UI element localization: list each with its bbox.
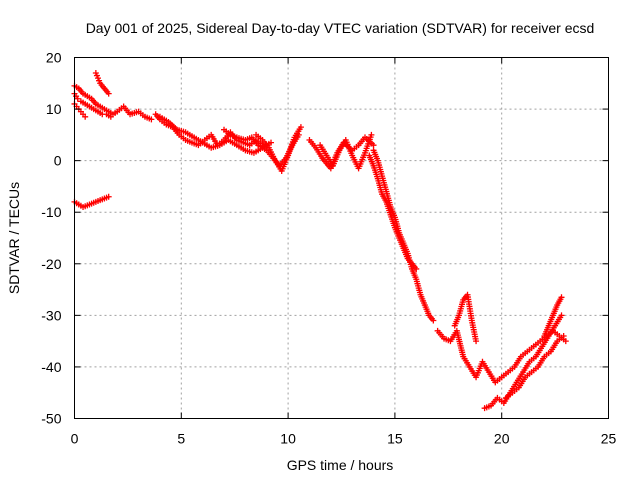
series-s11 bbox=[317, 131, 375, 172]
series-s5 bbox=[71, 193, 112, 211]
series-s12 bbox=[370, 147, 437, 324]
series-s18 bbox=[502, 332, 567, 401]
series-s8 bbox=[221, 126, 302, 169]
data-point bbox=[473, 338, 480, 345]
data-point bbox=[430, 317, 437, 324]
data-point bbox=[558, 312, 565, 319]
data-point bbox=[148, 116, 155, 123]
y-tick-label: -10 bbox=[41, 204, 61, 220]
data-point bbox=[105, 193, 112, 200]
series-s19 bbox=[541, 294, 565, 339]
data-point bbox=[82, 113, 89, 120]
y-tick-label: 20 bbox=[46, 50, 62, 66]
data-point bbox=[560, 332, 567, 339]
x-tick-label: 15 bbox=[387, 431, 403, 447]
series-s2 bbox=[71, 90, 114, 120]
x-tick-label: 0 bbox=[71, 431, 79, 447]
x-tick-label: 25 bbox=[601, 431, 617, 447]
data-point bbox=[368, 131, 375, 138]
series-s1 bbox=[71, 82, 155, 123]
grid bbox=[74, 57, 609, 419]
chart-title: Day 001 of 2025, Sidereal Day-to-day VTE… bbox=[86, 20, 595, 36]
y-tick-label: -20 bbox=[41, 256, 61, 272]
data-point bbox=[370, 142, 377, 149]
y-tick-labels: -50 -40 -30 -20 -10 0 10 20 bbox=[41, 50, 61, 427]
data-point bbox=[107, 113, 114, 120]
y-tick-label: 0 bbox=[54, 153, 62, 169]
x-axis-title: GPS time / hours bbox=[287, 457, 394, 473]
series-s9 bbox=[253, 124, 304, 174]
data-point bbox=[74, 95, 81, 102]
data-point bbox=[268, 139, 275, 146]
series-s14 bbox=[434, 327, 505, 386]
data-point bbox=[297, 124, 304, 131]
series-s4 bbox=[92, 69, 112, 97]
data-point bbox=[105, 90, 112, 97]
y-tick-label: -30 bbox=[41, 307, 61, 323]
x-tick-labels: 0 5 10 15 20 25 bbox=[71, 431, 617, 447]
y-tick-label: -50 bbox=[41, 411, 61, 427]
y-tick-label: -40 bbox=[41, 359, 61, 375]
plot-frame bbox=[74, 57, 609, 419]
x-tick-label: 10 bbox=[280, 431, 296, 447]
series-s13 bbox=[366, 152, 420, 272]
series-s15 bbox=[451, 291, 480, 345]
data-point bbox=[413, 265, 420, 272]
y-tick-label: 10 bbox=[46, 101, 62, 117]
data-point bbox=[562, 338, 569, 345]
axis-ticks bbox=[74, 57, 609, 419]
y-axis-title: SDTVAR / TECUs bbox=[6, 182, 22, 294]
series-s16 bbox=[481, 312, 565, 412]
x-tick-label: 20 bbox=[494, 431, 510, 447]
x-tick-label: 5 bbox=[177, 431, 185, 447]
data-point bbox=[558, 294, 565, 301]
data-marks bbox=[71, 69, 569, 412]
